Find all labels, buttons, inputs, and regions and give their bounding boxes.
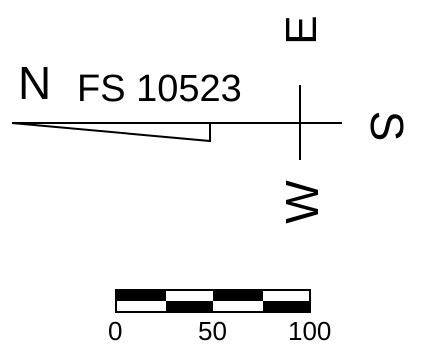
scale-tick-0: 0 (108, 316, 123, 346)
scale-bar-segment (166, 301, 213, 312)
scale-bar-segment (116, 290, 166, 301)
south-label: S (361, 110, 413, 142)
scale-bar-segment (213, 290, 263, 301)
north-label: N (18, 57, 52, 109)
scale-bar-segment (263, 301, 310, 312)
station-label: FS 10523 (77, 68, 242, 110)
north-arrow-wedge (11, 122, 211, 143)
east-label: E (277, 15, 326, 45)
scale-bar (115, 289, 311, 313)
west-label: W (276, 180, 328, 224)
scale-tick-50: 50 (198, 316, 227, 346)
scale-tick-100: 100 (288, 316, 332, 346)
